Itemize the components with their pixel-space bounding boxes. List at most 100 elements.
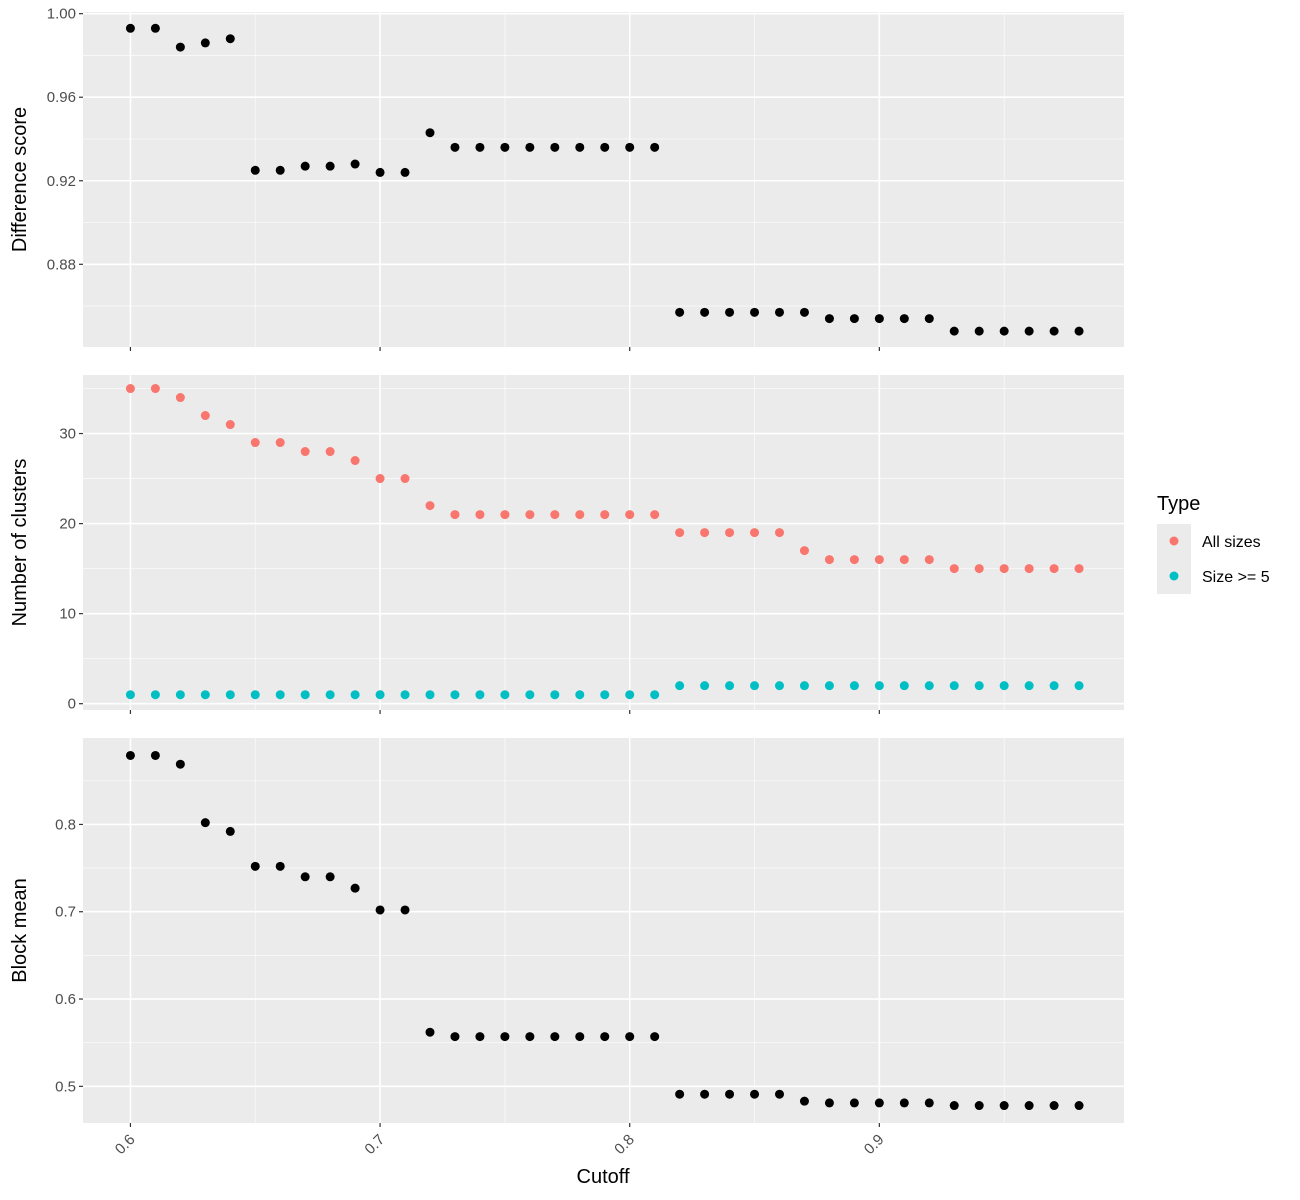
data-point	[325, 690, 335, 700]
y-tick-label: 0.8	[55, 816, 76, 833]
data-point	[125, 690, 135, 700]
data-point	[550, 142, 560, 152]
data-point	[525, 142, 535, 152]
data-point	[1024, 564, 1034, 574]
y-tick-label: 0.92	[47, 173, 76, 190]
data-point	[400, 905, 410, 915]
data-point	[824, 1098, 834, 1108]
panel-2: 0 10 20 30 Number of clusters	[9, 375, 1124, 714]
data-point	[974, 564, 984, 574]
data-point	[250, 690, 260, 700]
data-point	[575, 142, 585, 152]
data-point	[250, 861, 260, 871]
data-point	[999, 564, 1009, 574]
data-point	[200, 690, 210, 700]
data-point	[575, 510, 585, 520]
data-point	[200, 411, 210, 421]
data-point	[1074, 1101, 1084, 1111]
data-point	[725, 528, 735, 538]
y-axis-title: Block mean	[9, 878, 31, 983]
x-tick-label: 0.9	[861, 1131, 888, 1158]
data-point	[150, 23, 160, 33]
x-tick-label: 0.7	[361, 1131, 388, 1158]
x-tick-label: 0.8	[611, 1131, 638, 1158]
data-point	[999, 1101, 1009, 1111]
data-point	[625, 690, 635, 700]
data-point	[949, 326, 959, 336]
data-point	[550, 1032, 560, 1042]
y-tick-label: 0.5	[55, 1078, 76, 1095]
data-point	[700, 1089, 710, 1099]
panel-background	[83, 375, 1124, 710]
data-point	[924, 1098, 934, 1108]
x-tick-label: 0.6	[112, 1131, 139, 1158]
series-1	[125, 384, 1084, 574]
data-point	[475, 510, 485, 520]
data-point	[949, 564, 959, 574]
panel-background	[83, 12, 1124, 347]
legend-label-size-5: Size >= 5	[1202, 569, 1270, 586]
data-point	[725, 1089, 735, 1099]
data-point	[400, 690, 410, 700]
data-point	[125, 750, 135, 760]
data-point	[425, 690, 435, 700]
data-point	[899, 555, 909, 565]
data-point	[600, 510, 610, 520]
data-point	[475, 142, 485, 152]
data-point	[425, 501, 435, 511]
series-2	[125, 681, 1084, 700]
data-point	[400, 167, 410, 177]
data-point	[750, 681, 760, 691]
data-point	[874, 555, 884, 565]
data-point	[375, 690, 385, 700]
data-point	[774, 528, 784, 538]
y-tick-label: 0.88	[47, 256, 76, 273]
data-point	[1074, 326, 1084, 336]
data-point	[750, 528, 760, 538]
data-point	[125, 384, 135, 394]
data-point	[150, 750, 160, 760]
data-point	[300, 161, 310, 171]
legend-key-all-sizes	[1169, 536, 1179, 546]
data-point	[799, 307, 809, 317]
data-point	[849, 681, 859, 691]
y-axis-title: Number of clusters	[9, 459, 31, 627]
data-point	[974, 326, 984, 336]
data-point	[899, 681, 909, 691]
y-tick-label: 0.6	[55, 991, 76, 1008]
data-point	[1049, 681, 1059, 691]
data-point	[799, 546, 809, 556]
data-point	[675, 307, 685, 317]
data-point	[949, 681, 959, 691]
data-point	[1024, 326, 1034, 336]
data-point	[700, 528, 710, 538]
data-point	[575, 1032, 585, 1042]
data-point	[999, 326, 1009, 336]
data-point	[175, 393, 185, 403]
data-point	[799, 1096, 809, 1106]
data-point	[225, 826, 235, 836]
x-axis-title: Cutoff	[577, 1166, 630, 1188]
data-point	[700, 681, 710, 691]
data-point	[924, 314, 934, 324]
data-point	[625, 510, 635, 520]
legend-key-size-5	[1169, 571, 1179, 581]
y-axis-title: Difference score	[9, 107, 31, 252]
y-tick-label: 20	[59, 516, 76, 533]
series-1	[125, 23, 1084, 336]
data-point	[974, 681, 984, 691]
data-point	[750, 1089, 760, 1099]
data-point	[350, 456, 360, 466]
data-point	[600, 1032, 610, 1042]
series-1	[125, 750, 1084, 1111]
data-point	[824, 681, 834, 691]
data-point	[675, 528, 685, 538]
legend: Type All sizes Size >= 5	[1157, 493, 1270, 594]
data-point	[200, 818, 210, 828]
data-point	[1074, 564, 1084, 574]
data-point	[700, 307, 710, 317]
data-point	[475, 690, 485, 700]
data-point	[750, 307, 760, 317]
data-point	[450, 510, 460, 520]
data-point	[550, 510, 560, 520]
